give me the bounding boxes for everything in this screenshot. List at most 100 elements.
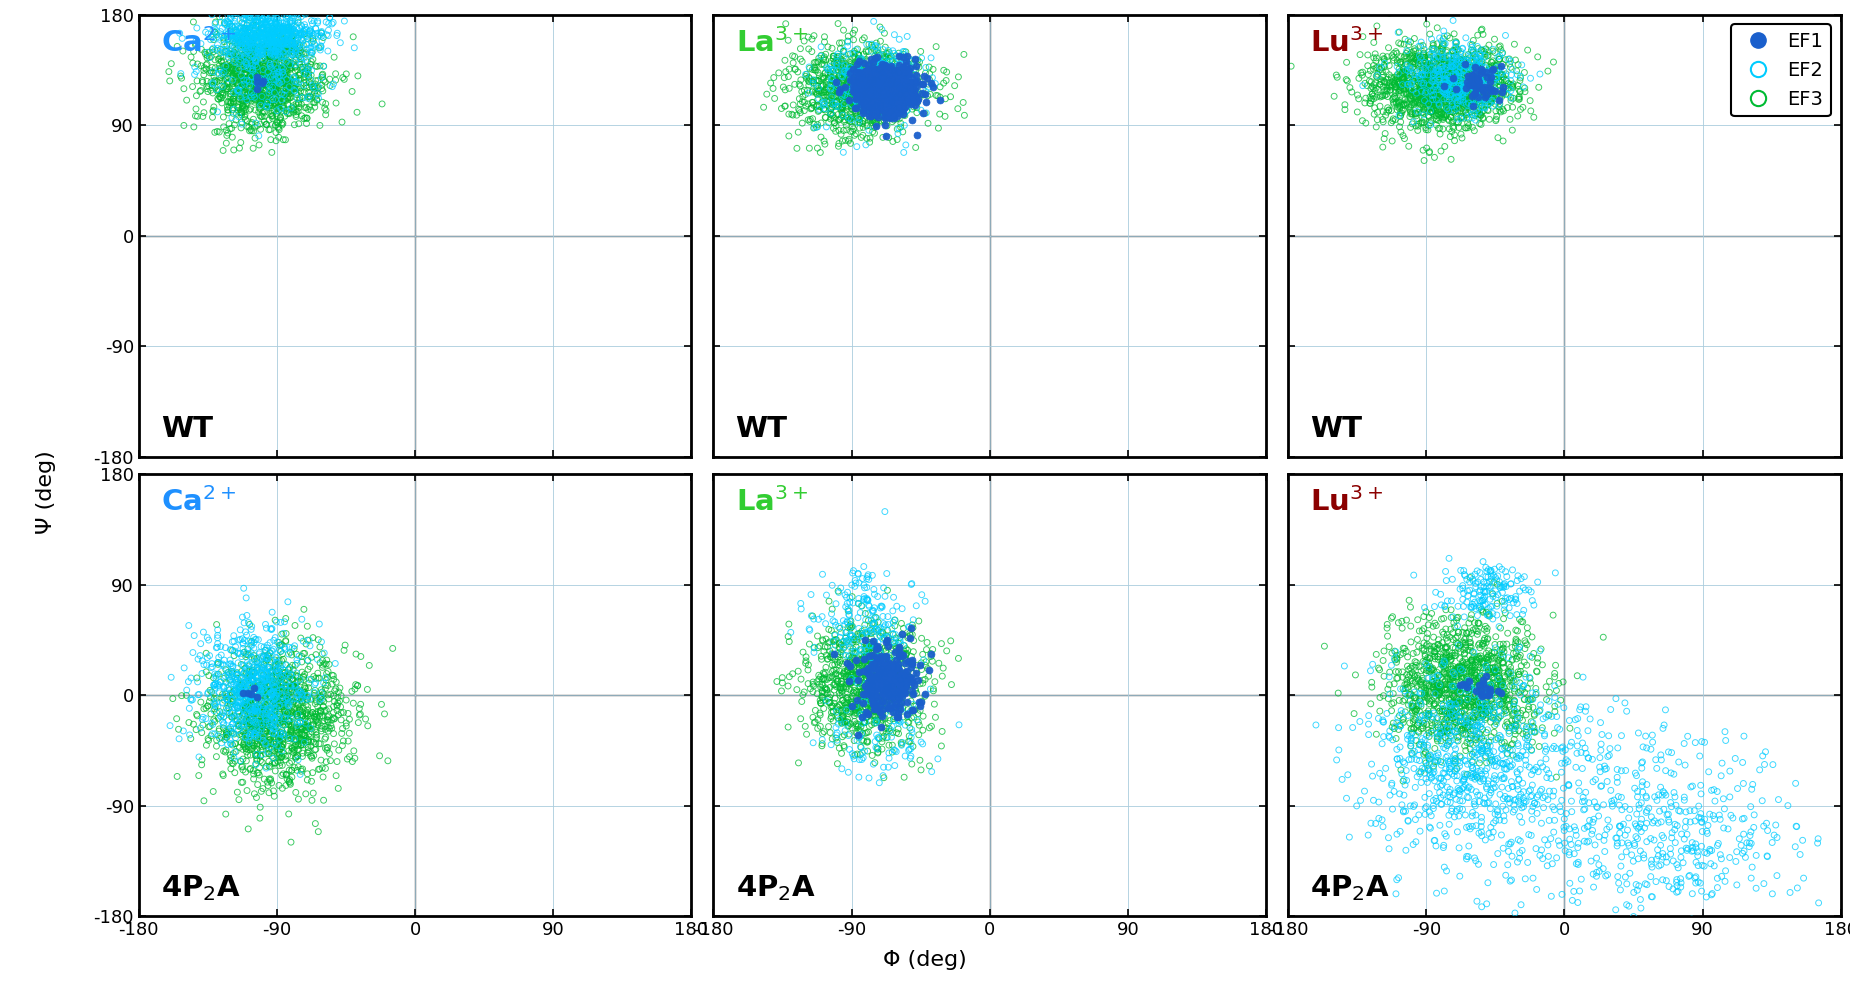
Point — [823, 63, 853, 79]
Point — [302, 58, 331, 74]
Point — [838, 652, 868, 668]
Point — [1474, 44, 1504, 60]
Point — [266, 675, 296, 690]
Point — [276, 724, 305, 740]
Point — [831, 714, 860, 730]
Point — [1632, 740, 1661, 755]
Point — [1436, 760, 1465, 776]
Point — [879, 70, 908, 86]
Point — [263, 115, 292, 131]
Point — [870, 661, 899, 677]
Point — [877, 92, 906, 107]
Point — [1437, 728, 1467, 744]
Point — [248, 680, 278, 695]
Point — [1478, 86, 1508, 101]
Point — [263, 687, 292, 702]
Point — [187, 58, 216, 74]
Point — [240, 57, 270, 73]
Point — [1439, 696, 1469, 712]
Point — [860, 673, 890, 689]
Point — [1571, 801, 1600, 817]
Point — [1536, 783, 1565, 799]
Point — [832, 589, 862, 605]
Point — [213, 29, 242, 44]
Point — [316, 718, 346, 734]
Point — [263, 684, 292, 699]
Point — [838, 121, 868, 137]
Point — [220, 63, 250, 79]
Point — [1395, 34, 1425, 50]
Point — [1413, 740, 1443, 755]
Point — [1382, 752, 1412, 767]
Point — [864, 67, 894, 83]
Point — [1430, 54, 1460, 70]
Point — [879, 690, 908, 705]
Point — [207, 707, 237, 723]
Point — [1375, 75, 1404, 91]
Point — [222, 673, 252, 689]
Point — [305, 703, 335, 719]
Point — [285, 40, 314, 56]
Point — [1412, 638, 1441, 654]
Point — [255, 66, 285, 82]
Point — [886, 626, 916, 642]
Point — [302, 730, 331, 746]
Point — [233, 33, 263, 49]
Point — [268, 710, 298, 726]
Point — [855, 92, 884, 107]
Point — [1456, 611, 1486, 626]
Point — [853, 689, 882, 704]
Point — [204, 66, 233, 82]
Point — [1419, 86, 1449, 101]
Point — [857, 95, 886, 110]
Point — [246, 685, 276, 700]
Point — [257, 605, 287, 621]
Point — [1462, 667, 1491, 683]
Point — [1419, 59, 1449, 75]
Point — [857, 700, 886, 716]
Point — [1393, 50, 1423, 66]
Point — [1430, 109, 1460, 125]
Point — [884, 100, 914, 116]
Point — [879, 711, 908, 727]
Point — [1369, 131, 1399, 147]
Point — [862, 98, 892, 113]
Point — [1460, 691, 1489, 707]
Point — [216, 698, 246, 714]
Point — [213, 726, 242, 742]
Point — [226, 692, 255, 708]
Point — [246, 64, 276, 80]
Point — [831, 63, 860, 79]
Point — [244, 85, 274, 100]
Point — [268, 22, 298, 37]
Point — [868, 741, 897, 756]
Point — [231, 77, 261, 93]
Point — [881, 48, 910, 64]
Point — [860, 99, 890, 115]
Point — [1410, 654, 1439, 670]
Point — [862, 712, 892, 728]
Point — [318, 15, 348, 31]
Point — [1356, 756, 1386, 772]
Point — [886, 119, 916, 135]
Point — [259, 676, 289, 691]
Point — [1386, 54, 1415, 70]
Point — [1491, 605, 1521, 621]
Point — [261, 693, 290, 709]
Point — [1434, 734, 1463, 750]
Point — [832, 632, 862, 648]
Point — [220, 28, 250, 43]
Point — [1463, 671, 1493, 687]
Point — [1510, 691, 1539, 707]
Point — [1465, 52, 1495, 68]
Point — [844, 51, 873, 67]
Point — [289, 672, 318, 688]
Point — [255, 690, 285, 706]
Point — [1563, 835, 1593, 851]
Point — [1450, 74, 1480, 90]
Point — [244, 9, 274, 25]
Point — [1452, 677, 1482, 692]
Point — [1371, 126, 1400, 142]
Point — [1469, 43, 1499, 59]
Point — [855, 706, 884, 722]
